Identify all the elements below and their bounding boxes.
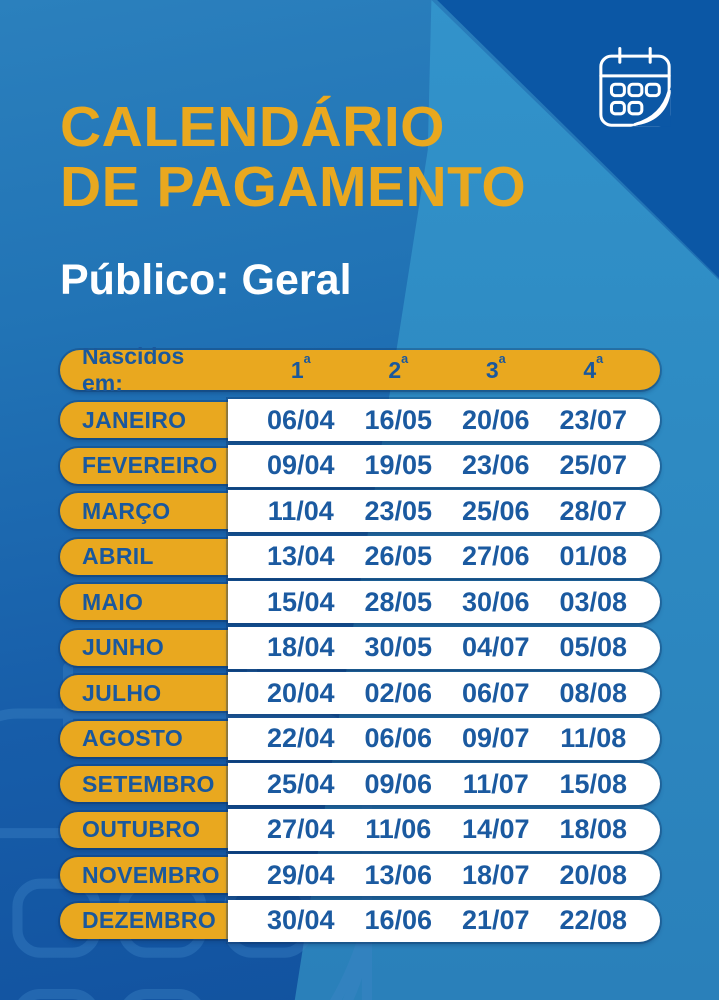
calendar-icon [599, 47, 671, 127]
date-cell: 06/04 [266, 404, 335, 435]
date-cell: 22/08 [559, 905, 628, 935]
date-cell: 11/06 [365, 814, 432, 844]
date-cell: 15/04 [266, 586, 335, 617]
date-cell: 30/05 [364, 632, 433, 662]
date-cell: 02/06 [364, 677, 433, 708]
table-row: NOVEMBRO 29/04 13/06 18/07 20/08 [60, 854, 660, 896]
header-column: 1a [290, 352, 311, 383]
date-cell: 23/05 [364, 495, 433, 526]
date-cell: 20/08 [559, 859, 628, 890]
table-row: MAIO 15/04 28/05 30/06 03/08 [60, 581, 660, 623]
date-cell: 20/06 [461, 404, 530, 435]
dates-pill: 15/04 28/05 30/06 03/08 [228, 581, 660, 623]
dates-pill: 18/04 30/05 04/07 05/08 [228, 626, 660, 669]
month-label: FEVEREIRO [60, 447, 228, 484]
date-cell: 13/04 [266, 541, 335, 571]
table-row: AGOSTO 22/04 06/06 09/07 11/08 [60, 717, 660, 760]
date-cell: 23/07 [559, 404, 628, 435]
month-label: NOVEMBRO [60, 857, 228, 893]
dates-pill: 13/04 26/05 27/06 01/08 [228, 535, 660, 578]
date-cell: 28/07 [559, 495, 628, 526]
date-cell: 28/05 [364, 586, 433, 617]
date-cell: 18/04 [266, 632, 335, 662]
date-cell: 23/06 [461, 450, 530, 480]
header-label: Nascidos em: [82, 343, 185, 396]
month-label: JULHO [60, 675, 228, 711]
table-row: MARÇO 11/04 23/05 25/06 28/07 [60, 490, 660, 532]
date-cell: 21/07 [461, 905, 530, 935]
dates-pill: 20/04 02/06 06/07 08/08 [228, 672, 660, 714]
date-cell: 01/08 [559, 541, 628, 571]
date-cell: 08/08 [559, 677, 628, 708]
dates-pill: 30/04 16/06 21/07 22/08 [228, 899, 660, 942]
date-cell: 06/07 [461, 677, 530, 708]
date-cell: 30/04 [266, 905, 335, 935]
date-cell: 11/07 [462, 768, 529, 799]
rows-container: JANEIRO 06/04 16/05 20/06 23/07 FEVEREIRO 09/0… [60, 399, 660, 942]
month-label: AGOSTO [60, 720, 228, 757]
date-cell: 06/06 [364, 723, 433, 753]
dates-pill: 25/04 09/06 11/07 15/08 [228, 763, 660, 805]
table-row: OUTUBRO 27/04 11/06 14/07 18/08 [60, 808, 660, 851]
month-label: ABRIL [60, 538, 228, 575]
date-cell: 20/04 [266, 677, 335, 708]
header-column: 2a [388, 352, 409, 383]
date-cell: 15/08 [559, 768, 628, 799]
table-row: DEZEMBRO 30/04 16/06 21/07 22/08 [60, 899, 660, 942]
month-label: SETEMBRO [60, 766, 228, 802]
header-columns: 1a 2a 3a 4a [228, 352, 660, 384]
table-row: JANEIRO 06/04 16/05 20/06 23/07 [60, 399, 660, 441]
date-cell: 09/04 [266, 450, 335, 480]
date-cell: 30/06 [461, 586, 530, 617]
date-cell: 26/05 [364, 541, 433, 571]
date-cell: 03/08 [559, 586, 628, 617]
header-column: 3a [485, 352, 506, 383]
date-cell: 25/07 [559, 450, 628, 480]
dates-pill: 11/04 23/05 25/06 28/07 [228, 490, 660, 532]
date-cell: 16/06 [364, 905, 433, 935]
month-label: JANEIRO [60, 402, 228, 438]
table-row: ABRIL 13/04 26/05 27/06 01/08 [60, 535, 660, 578]
date-cell: 05/08 [559, 632, 628, 662]
date-cell: 14/07 [461, 814, 530, 844]
table-header-row: Nascidos em: 1a 2a 3a 4a [60, 343, 660, 396]
table-row: FEVEREIRO 09/04 19/05 23/06 25/07 [60, 444, 660, 487]
date-cell: 04/07 [461, 632, 530, 662]
dates-pill: 09/04 19/05 23/06 25/07 [228, 444, 660, 487]
month-label: OUTUBRO [60, 811, 228, 848]
date-cell: 11/04 [267, 495, 334, 526]
date-cell: 29/04 [266, 859, 335, 890]
audience-subtitle: Público: Geral [60, 256, 352, 304]
month-label: JUNHO [60, 629, 228, 666]
date-cell: 13/06 [364, 859, 433, 890]
month-label: MARÇO [60, 493, 228, 529]
date-cell: 11/08 [560, 723, 627, 753]
date-cell: 16/05 [364, 404, 433, 435]
date-cell: 09/07 [461, 723, 530, 753]
table-row: SETEMBRO 25/04 09/06 11/07 15/08 [60, 763, 660, 805]
table-row: JULHO 20/04 02/06 06/07 08/08 [60, 672, 660, 714]
title-line-2: DE PAGAMENTO [60, 154, 527, 219]
date-cell: 25/04 [266, 768, 335, 799]
header-column: 4a [583, 352, 604, 383]
date-cell: 27/06 [461, 541, 530, 571]
date-cell: 27/04 [266, 814, 335, 844]
dates-pill: 06/04 16/05 20/06 23/07 [228, 399, 660, 441]
date-cell: 25/06 [461, 495, 530, 526]
payment-table: Nascidos em: 1a 2a 3a 4a JANEIRO 06/04 16/05 2… [60, 343, 660, 945]
date-cell: 22/04 [266, 723, 335, 753]
title-line-1: CALENDÁRIO [60, 95, 445, 159]
date-cell: 18/07 [461, 859, 530, 890]
month-label: MAIO [60, 584, 228, 620]
month-label: DEZEMBRO [60, 902, 228, 939]
date-cell: 19/05 [364, 450, 433, 480]
dates-pill: 22/04 06/06 09/07 11/08 [228, 717, 660, 760]
date-cell: 18/08 [559, 814, 628, 844]
page-title: CALENDÁRIO DE PAGAMENTO [60, 95, 527, 219]
date-cell: 09/06 [364, 768, 433, 799]
dates-pill: 27/04 11/06 14/07 18/08 [228, 808, 660, 851]
table-row: JUNHO 18/04 30/05 04/07 05/08 [60, 626, 660, 669]
dates-pill: 29/04 13/06 18/07 20/08 [228, 854, 660, 896]
